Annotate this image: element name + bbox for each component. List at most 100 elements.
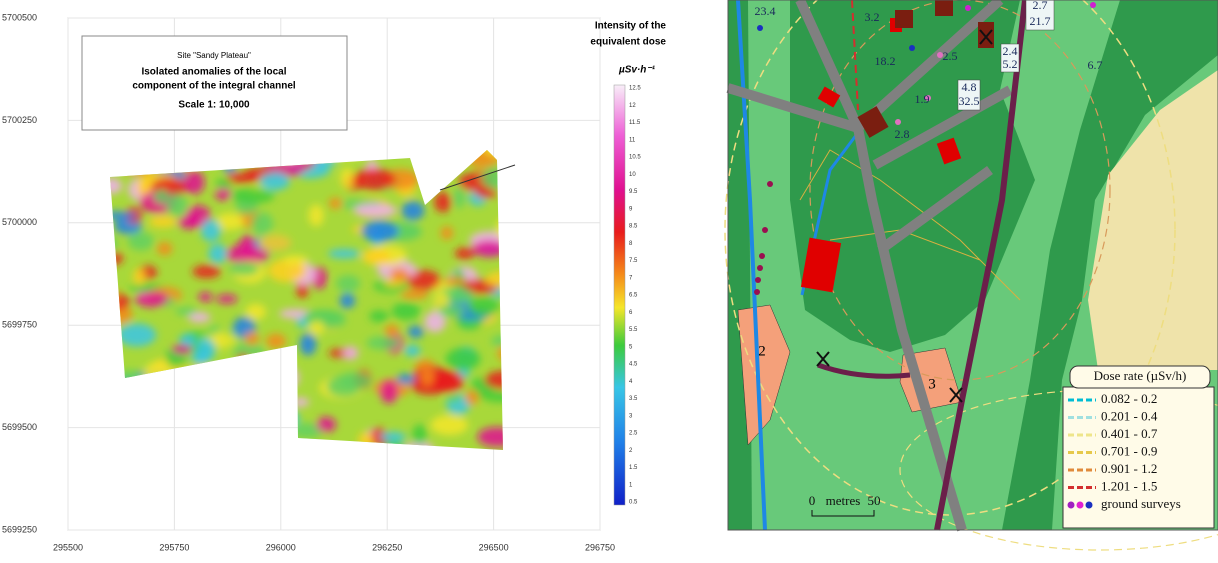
anomaly [117,323,156,346]
anomaly [208,244,227,264]
colorbar-tick: 12 [629,103,636,109]
anomaly [266,333,286,348]
colorbar-tick: 1 [629,482,633,488]
anomaly [404,345,420,357]
legend-label: ground surveys [1101,496,1181,511]
legend-swatch [1077,502,1084,509]
anomaly [390,268,409,281]
legend-label: 0.201 - 0.4 [1101,408,1158,423]
anomaly [283,255,308,265]
dose-label: 4.8 [962,80,977,94]
colorbar [614,85,625,505]
anomaly [258,235,291,251]
anomaly [300,333,317,356]
dose-label: 2.7 [1033,0,1048,12]
dose-label: 2.5 [943,49,958,63]
dose-label: 2.4 [1003,44,1018,58]
anomaly [149,215,177,227]
colorbar-tick: 2.5 [629,431,638,437]
anomaly [231,188,275,204]
dose-label: 32.5 [959,94,980,108]
anomaly [380,380,399,404]
anomaly [201,219,221,242]
anomaly [316,417,336,432]
anomaly [443,277,467,285]
site-number: 2 [758,343,766,359]
anomaly [340,168,354,189]
scale-text: Scale 1: 10,000 [178,100,250,111]
x-label: 295500 [53,542,83,552]
dose-label: 18.2 [875,54,896,68]
anomaly [396,374,415,384]
anomaly [385,324,399,336]
x-label: 295750 [159,542,189,552]
colorbar-tick: 1.5 [629,465,638,471]
anomaly [366,336,400,350]
colorbar-tick: 10.5 [629,155,641,161]
scale-label: metres [826,493,861,508]
colorbar-tick: 6.5 [629,293,638,299]
x-label: 296750 [585,542,615,552]
colorbar-tick: 12.5 [629,86,641,92]
anomaly [445,348,480,371]
anomaly [446,395,461,403]
anomaly [216,179,232,190]
colorbar-tick: 11 [629,137,636,143]
y-label: 5700250 [2,115,37,125]
colorbar-tick: 9 [629,206,633,212]
legend-label: 0.701 - 0.9 [1101,443,1157,458]
anomaly [245,332,260,346]
colorbar-tick: 10 [629,172,636,178]
site-number: 3 [928,376,936,392]
scale-label: 50 [868,493,881,508]
anomaly [246,304,267,320]
figure: 5700500570025057000005699750569950056992… [0,0,1218,558]
anomaly [328,249,360,258]
anomaly [259,172,290,190]
anomaly [408,326,424,338]
anomaly [362,248,391,265]
colorbar-tick: 9.5 [629,189,638,195]
colorbar-tick: 11.5 [629,120,641,126]
legend-label: 0.082 - 0.2 [1101,391,1157,406]
colorbar-tick: 3 [629,413,633,419]
anomaly [340,293,356,308]
y-label: 5699250 [2,524,37,534]
anomaly [251,212,273,235]
colorbar-tick: 4 [629,379,633,385]
anomaly [361,221,399,242]
anomaly [133,268,145,285]
y-label: 5699750 [2,320,37,330]
colorbar-tick: 5.5 [629,327,638,333]
x-label: 296500 [479,542,509,552]
anomaly [455,248,475,260]
anomaly [175,307,197,315]
dose-label: 3.2 [865,10,880,24]
anomaly [354,203,397,217]
anomaly [401,201,424,220]
anomaly [441,226,454,239]
anomaly [128,232,154,251]
anomaly [336,275,360,292]
dose-label: 6.7 [1088,58,1103,72]
anomaly [192,265,220,278]
colorbar-ticks: 12.51211.51110.5109.598.587.576.565.554.… [629,86,641,506]
anomaly [229,262,259,275]
colorbar-tick: 7 [629,275,633,281]
legend-label: 1.201 - 1.5 [1101,478,1157,493]
anomaly [412,424,427,445]
anomaly [434,192,451,212]
site-name: Site "Sandy Plateau" [177,51,251,60]
y-label: 5699500 [2,422,37,432]
colorbar-title: equivalent dose [590,37,666,48]
anomaly [172,344,192,354]
forest [728,0,752,530]
anomaly [216,294,237,303]
colorbar-tick: 5 [629,344,633,350]
colorbar-unit: µSv·h⁻¹ [618,65,656,76]
colorbar-tick: 8.5 [629,224,638,230]
anomaly [135,291,168,307]
anomaly [437,306,465,317]
anomaly [469,296,500,316]
colorbar-tick: 3.5 [629,396,638,402]
